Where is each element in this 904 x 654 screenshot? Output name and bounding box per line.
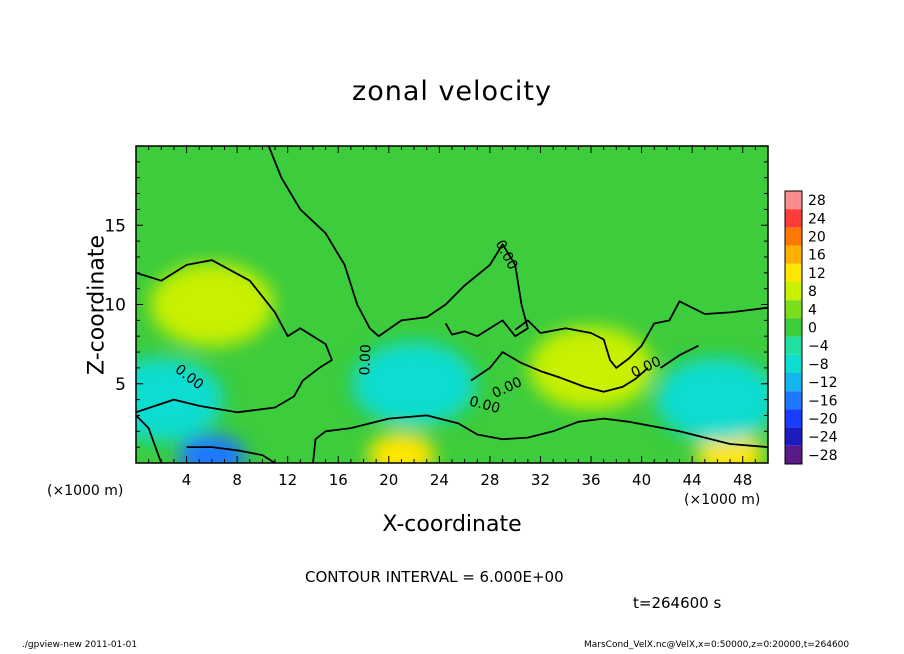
field-feature-6 [352,341,477,426]
colorbar-label: 20 [808,230,826,246]
chart-title: zonal velocity [352,76,552,107]
colorbar-label: −28 [808,448,838,464]
colorbar-label: 0 [808,321,817,337]
colorbar-label: −24 [808,430,838,446]
x-unit-label-left: (×1000 m) [47,483,124,499]
y-tick-label: 15 [104,216,126,236]
x-tick-label: 44 [683,471,702,489]
colorbar-swatch [785,354,802,373]
colorbar-swatch [785,209,802,228]
y-tick-label: 5 [115,375,126,395]
colorbar-swatch [785,263,802,282]
x-tick-label: 32 [531,471,550,489]
x-tick-label: 8 [232,471,242,489]
zero-contours [136,146,768,463]
zero-contour-6 [660,344,699,369]
x-tick-label: 28 [480,471,499,489]
zero-contour-1 [136,259,333,414]
field-feature-3 [177,434,246,463]
colorbar-label: 28 [808,193,826,209]
colorbar-swatch [785,445,802,464]
colorbar-swatch [785,336,802,355]
x-tick-label: 12 [278,471,297,489]
x-tick-label: 20 [379,471,398,489]
colorbar-label: −8 [808,357,829,373]
colorbar-frame [784,190,803,465]
x-tick-label: 40 [632,471,651,489]
time-label: t=264600 s [633,594,722,612]
field-feature-5 [655,357,768,442]
colorbar-label: 16 [808,248,826,264]
velocity-field [136,146,768,463]
x-axis-label: X-coordinate [382,512,522,537]
colorbar-label: 8 [808,284,817,300]
contour-interval-label: CONTOUR INTERVAL = 6.000E+00 [305,568,564,586]
field-feature-7 [136,357,224,442]
colorbar-swatch [785,427,802,446]
colorbar-swatch [785,300,802,319]
colorbar-swatch [785,282,802,301]
colorbar-swatch [785,245,802,264]
colorbar-label: −16 [808,393,838,409]
field-feature-1 [367,433,436,463]
zero-contour-7 [186,446,276,463]
colorbar-swatch [785,191,802,210]
colorbar-label: −12 [808,375,838,391]
colorbar: 28 24 20 16 12 8 4 0 −4 −8 −12 −16 −20 −24 −28 [784,190,838,465]
y-tick-label: 10 [104,296,126,316]
x-tick-label: 16 [329,471,348,489]
footer-right: MarsCond_VelX.nc@VelX,x=0:50000,z=0:2000… [584,640,850,650]
zero-contour-4 [514,300,768,369]
contour-label: 0.00 [357,344,374,376]
x-tick-label: 48 [733,471,752,489]
colorbar-label: 4 [808,302,817,318]
field-feature-4 [529,325,654,410]
colorbar-swatch [785,318,802,337]
x-tick-label: 36 [581,471,600,489]
colorbar-swatch [785,409,802,428]
colorbar-swatch [785,391,802,410]
x-tick-label: 4 [182,471,192,489]
colorbar-label: 12 [808,266,826,282]
colorbar-label: −20 [808,412,838,428]
zero-contour-5 [470,351,649,393]
field-feature-0 [149,262,274,347]
contour-label: 0.00 [468,393,502,417]
zero-contour-0 [267,146,529,338]
zero-contour-2 [136,414,163,463]
colorbar-label: −4 [808,339,829,355]
x-tick-label: 24 [430,471,449,489]
colorbar-label: 24 [808,211,826,227]
footer-left: ./gpview-new 2011-01-01 [22,640,138,650]
colorbar-swatch [785,373,802,392]
x-unit-label-right: (×1000 m) [684,492,761,508]
colorbar-swatch [785,227,802,246]
zero-contour-3 [312,414,768,463]
field-features [136,262,768,463]
